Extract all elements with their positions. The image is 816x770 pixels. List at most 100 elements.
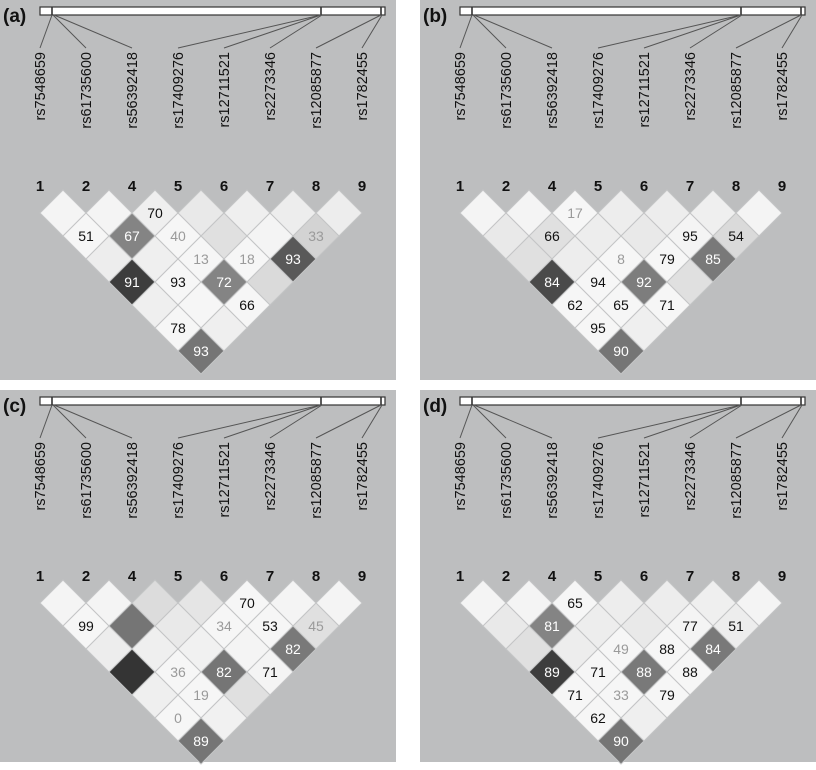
ld-value: 91 — [124, 274, 140, 290]
ld-value: 65 — [567, 595, 583, 611]
marker-number: 7 — [686, 568, 694, 585]
ld-plot: (a) rs7548659 1 rs61735600 2 rs56392418 4 rs174… — [3, 6, 386, 375]
ld-value: 88 — [636, 664, 652, 680]
ld-value: 94 — [590, 274, 606, 290]
marker-connector — [53, 14, 133, 49]
marker-number: 5 — [174, 178, 182, 195]
marker-connector — [689, 14, 743, 49]
marker-rs-label: rs56392418 — [125, 442, 141, 519]
marker-rs-label: rs7548659 — [453, 52, 469, 121]
ld-cell — [177, 327, 225, 375]
marker-number: 4 — [128, 178, 137, 195]
marker-number: 5 — [594, 568, 602, 585]
panel-label: (d) — [423, 396, 447, 417]
ld-value: 82 — [285, 641, 301, 657]
marker-number: 9 — [778, 568, 786, 585]
marker-number: 2 — [502, 568, 510, 585]
marker-connector — [223, 404, 322, 439]
ld-value: 66 — [239, 297, 255, 313]
panel-c: (c) rs7548659 1 rs61735600 2 rs56392418 4 rs174… — [0, 390, 396, 765]
marker-number: 8 — [732, 568, 740, 585]
marker-connector — [52, 404, 87, 439]
marker-number: 4 — [548, 568, 557, 585]
marker-rs-label: rs1782455 — [355, 52, 371, 121]
genome-bar — [459, 6, 806, 16]
panel-label: (a) — [3, 6, 26, 27]
marker-rs-label: rs17409276 — [591, 52, 607, 129]
ld-value: 33 — [308, 228, 324, 244]
ld-plot: (c) rs7548659 1 rs61735600 2 rs56392418 4 rs174… — [3, 396, 386, 765]
ld-plot: (b) rs7548659 1 rs61735600 2 rs56392418 4 rs174… — [423, 6, 806, 375]
marker-rs-label: rs17409276 — [591, 442, 607, 519]
marker-rs-label: rs7548659 — [33, 52, 49, 121]
ld-value: 90 — [613, 343, 629, 359]
ld-value: 89 — [193, 733, 209, 749]
marker-connector — [473, 404, 553, 439]
ld-value: 88 — [659, 641, 675, 657]
marker-number: 7 — [266, 178, 274, 195]
panel-label: (b) — [423, 6, 447, 27]
marker-number: 2 — [82, 178, 90, 195]
ld-value: 62 — [567, 297, 583, 313]
ld-value: 82 — [216, 664, 232, 680]
ld-value: 45 — [308, 618, 324, 634]
marker-rs-label: rs17409276 — [171, 52, 187, 129]
marker-connector — [315, 404, 382, 439]
marker-rs-label: rs61735600 — [79, 442, 95, 519]
ld-value: 0 — [174, 710, 182, 726]
marker-connector — [39, 404, 53, 439]
marker-rs-label: rs61735600 — [499, 52, 515, 129]
marker-rs-label: rs12085877 — [309, 442, 325, 519]
marker-number: 5 — [594, 178, 602, 195]
marker-rs-label: rs12711521 — [217, 52, 233, 128]
ld-value: 77 — [682, 618, 698, 634]
marker-rs-label: rs2273346 — [683, 52, 699, 121]
marker-number: 6 — [640, 178, 648, 195]
ld-value: 33 — [613, 687, 629, 703]
ld-value: 88 — [682, 664, 698, 680]
ld-value: 40 — [170, 228, 186, 244]
marker-rs-label: rs56392418 — [545, 52, 561, 129]
marker-number: 2 — [82, 568, 90, 585]
marker-connector — [177, 404, 322, 439]
marker-number: 5 — [174, 568, 182, 585]
ld-value: 84 — [705, 641, 721, 657]
marker-number: 9 — [358, 178, 366, 195]
ld-value: 67 — [124, 228, 140, 244]
ld-value: 62 — [590, 710, 606, 726]
marker-rs-label: rs2273346 — [263, 442, 279, 511]
ld-value: 79 — [659, 251, 675, 267]
marker-connector — [53, 404, 133, 439]
marker-rs-label: rs12085877 — [729, 442, 745, 519]
genome-bar — [459, 396, 806, 406]
panel-label: (c) — [3, 396, 26, 417]
marker-connector — [269, 14, 323, 49]
ld-value: 65 — [613, 297, 629, 313]
marker-connector — [39, 14, 53, 49]
ld-value: 51 — [728, 618, 744, 634]
marker-number: 1 — [456, 568, 464, 585]
ld-value: 13 — [193, 251, 209, 267]
marker-rs-label: rs1782455 — [775, 52, 791, 121]
ld-value: 34 — [216, 618, 232, 634]
marker-number: 4 — [548, 178, 557, 195]
ld-value: 72 — [216, 274, 232, 290]
marker-number: 8 — [732, 178, 740, 195]
marker-rs-label: rs2273346 — [683, 442, 699, 511]
marker-number: 6 — [220, 568, 228, 585]
marker-connector — [52, 14, 87, 49]
marker-number: 1 — [456, 178, 464, 195]
marker-rs-label: rs7548659 — [453, 442, 469, 511]
ld-value: 92 — [636, 274, 652, 290]
marker-rs-label: rs61735600 — [79, 52, 95, 129]
ld-value: 71 — [590, 664, 606, 680]
marker-connector — [643, 14, 742, 49]
marker-connector — [472, 404, 507, 439]
marker-number: 9 — [358, 568, 366, 585]
ld-value: 81 — [544, 618, 560, 634]
ld-value: 70 — [239, 595, 255, 611]
marker-number: 2 — [502, 178, 510, 195]
marker-number: 6 — [640, 568, 648, 585]
marker-connector — [472, 14, 507, 49]
marker-rs-label: rs56392418 — [125, 52, 141, 129]
